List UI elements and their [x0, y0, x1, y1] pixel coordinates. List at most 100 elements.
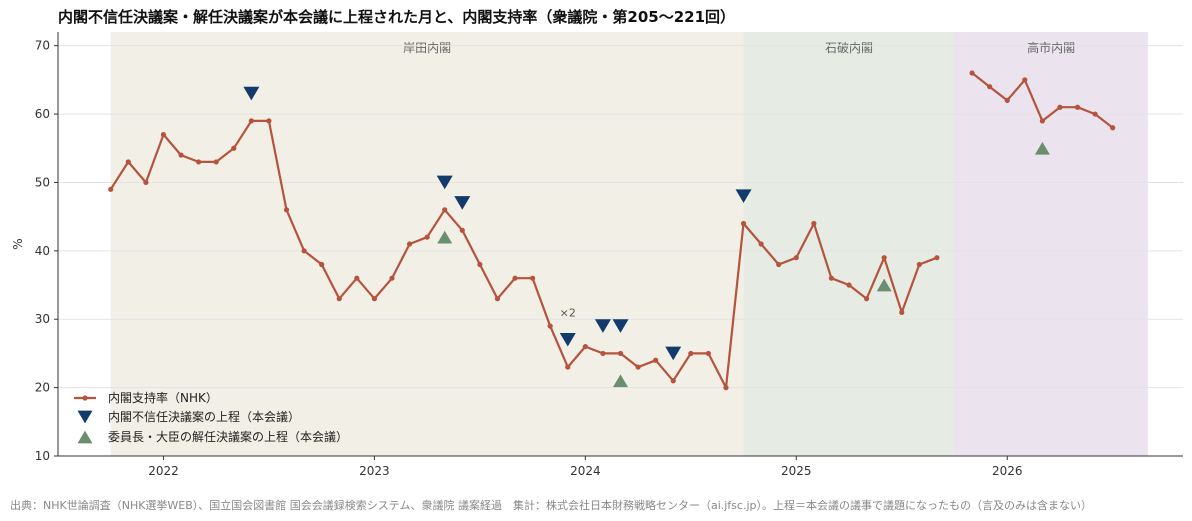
approval-point [442, 207, 448, 213]
approval-point [1074, 104, 1081, 110]
approval-point [196, 159, 202, 165]
x-tick-label: 2022 [148, 464, 179, 478]
approval-point [828, 275, 835, 281]
approval-point [160, 131, 167, 138]
legend-no-confidence-swatch [77, 410, 93, 424]
approval-point [512, 275, 518, 281]
approval-point [582, 343, 588, 350]
x-tick-label: 2023 [359, 464, 390, 478]
period-band [954, 32, 1148, 456]
period-band [110, 32, 744, 456]
legend-dismissal-swatch [77, 430, 93, 444]
y-tick-label: 40 [35, 244, 50, 258]
approval-point [934, 255, 940, 261]
approval-point [266, 118, 272, 124]
approval-point [301, 248, 307, 254]
approval-point [1057, 104, 1063, 110]
approval-point [670, 378, 676, 384]
x-tick-label: 2024 [570, 464, 601, 478]
approval-point [108, 186, 114, 192]
approval-point [494, 296, 501, 302]
no-confidence-marker [559, 332, 576, 347]
x-tick-label: 2026 [992, 464, 1023, 478]
y-axis-label: % [11, 238, 25, 249]
dismissal-marker [876, 278, 892, 292]
approval-point [705, 350, 711, 357]
period-band [743, 32, 955, 456]
approval-point [143, 179, 149, 186]
no-confidence-marker [243, 86, 260, 101]
period-backgrounds: 岸田内閣 石破内閣 高市内閣 [110, 32, 1148, 456]
y-tick-label: 30 [35, 312, 50, 326]
approval-point [987, 84, 993, 90]
y-tick-label: 60 [35, 107, 50, 121]
approval-point [231, 145, 237, 151]
dismissal-marker [1034, 141, 1050, 155]
y-tick-label: 10 [35, 449, 50, 463]
y-tick-label: 20 [35, 381, 50, 395]
approval-point [565, 364, 571, 370]
y-tick-label: 70 [35, 39, 50, 53]
approval-series-line [109, 119, 938, 389]
legend-label: 委員長・大臣の解任決議案の上程（本会議） [108, 429, 348, 444]
approval-point [688, 350, 694, 357]
annotations: ×2 [560, 306, 576, 319]
chart-title: 内閣不信任決議案・解任決議案が本会議に上程された月と、内閣支持率（衆議院・第20… [58, 8, 736, 26]
approval-point [125, 159, 131, 165]
no-confidence-marker [665, 346, 682, 361]
approval-point [846, 282, 852, 288]
approval-point [899, 309, 905, 315]
approval-point [1110, 125, 1116, 131]
approval-point [371, 296, 378, 302]
approval-point [1039, 118, 1045, 124]
legend-line-dot [82, 395, 88, 401]
approval-point [459, 227, 465, 233]
legend: 内閣支持率（NHK） 内閣不信任決議案の上程（本会議） 委員長・大臣の解任決議案の上… [74, 390, 348, 444]
legend-label: 内閣支持率（NHK） [108, 390, 218, 405]
no-confidence-marker [594, 319, 611, 333]
approval-point [283, 207, 290, 213]
approval-point [178, 152, 184, 158]
source-note: 出典：NHK世論調査（NHK選挙WEB）、国立国会図書館 国会会議録検索システム… [10, 499, 1092, 512]
annotation-label: ×2 [560, 306, 576, 319]
period-label: 石破内閣 [825, 40, 873, 55]
dismissal-marker [613, 374, 628, 388]
approval-point [723, 385, 729, 391]
approval-point [319, 261, 325, 268]
approval-point [793, 255, 799, 261]
approval-point [776, 261, 782, 268]
approval-point [653, 357, 659, 363]
event-markers [243, 86, 1050, 388]
approval-point [1004, 97, 1010, 103]
no-confidence-marker [735, 189, 752, 203]
approval-point [424, 234, 430, 240]
no-confidence-marker [612, 319, 629, 333]
approval-point [1092, 111, 1098, 117]
axes: 10 20 30 40 50 60 70% 2022 2023 2024 2025 2026 [11, 32, 1183, 478]
approval-point [758, 241, 764, 247]
approval-line [108, 70, 1116, 391]
approval-point [1022, 77, 1028, 83]
approval-point [389, 275, 395, 281]
approval-point [811, 220, 817, 227]
approval-point [916, 261, 922, 268]
approval-point [600, 350, 606, 357]
approval-point [530, 275, 536, 281]
approval-point [740, 220, 747, 227]
dismissal-marker [437, 230, 453, 244]
approval-point [617, 350, 624, 357]
period-label: 高市内閣 [1027, 40, 1075, 55]
approval-point [635, 364, 641, 370]
no-confidence-marker [454, 196, 471, 210]
no-confidence-marker [436, 175, 453, 190]
approval-point [881, 255, 887, 261]
y-tick-label: 50 [35, 175, 50, 189]
legend-label: 内閣不信任決議案の上程（本会議） [108, 409, 300, 424]
approval-point [863, 296, 870, 302]
approval-point [477, 261, 483, 268]
approval-point [969, 70, 975, 76]
approval-point [547, 323, 553, 329]
approval-point [248, 118, 254, 124]
x-tick-label: 2025 [781, 464, 812, 478]
